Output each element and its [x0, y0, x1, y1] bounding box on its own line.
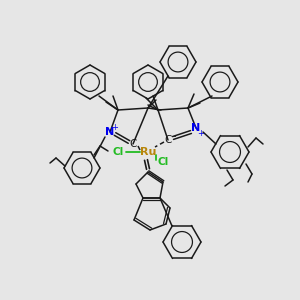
Text: Cl: Cl: [112, 147, 124, 157]
Text: C: C: [129, 139, 137, 149]
Text: +: +: [198, 128, 204, 137]
Text: N: N: [105, 127, 115, 137]
Text: N: N: [191, 123, 201, 133]
Text: +: +: [112, 122, 118, 131]
Text: C: C: [164, 135, 172, 145]
Text: Ru: Ru: [140, 147, 156, 157]
Text: Cl: Cl: [158, 157, 169, 167]
Text: -: -: [172, 131, 176, 141]
